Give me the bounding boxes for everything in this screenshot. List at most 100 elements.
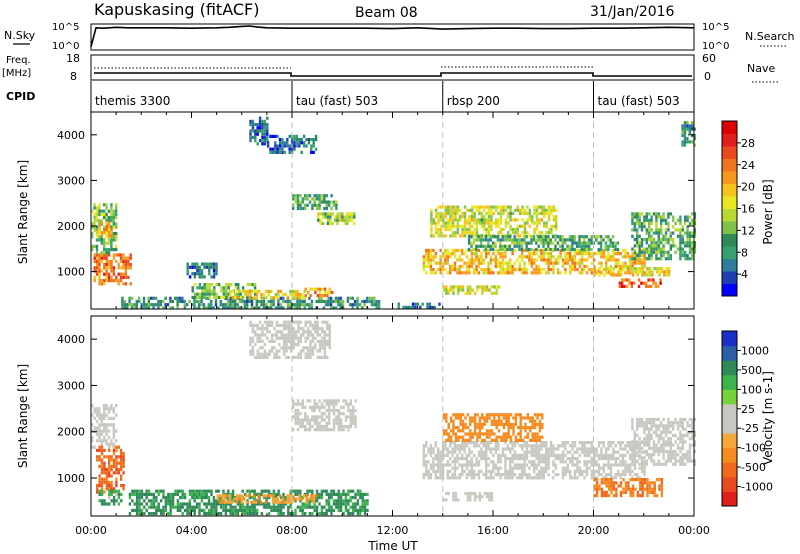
- range-cell: [122, 282, 125, 286]
- range-cell: [466, 291, 470, 295]
- range-cell: [597, 453, 601, 457]
- range-cell: [98, 477, 101, 481]
- range-cell: [681, 130, 684, 134]
- range-cell: [215, 489, 218, 493]
- range-cell: [286, 296, 290, 300]
- range-cell: [352, 415, 355, 419]
- range-cell: [464, 291, 467, 295]
- range-cell: [636, 234, 639, 238]
- range-cell: [429, 271, 433, 275]
- range-cell: [363, 303, 366, 307]
- range-cell: [107, 275, 111, 279]
- range-cell: [550, 208, 553, 212]
- range-cell: [273, 333, 276, 337]
- range-cell: [528, 473, 531, 477]
- range-cell: [272, 296, 275, 300]
- range-cell: [468, 218, 471, 222]
- range-cell: [501, 453, 505, 457]
- range-cell: [289, 489, 292, 493]
- range-cell: [195, 306, 198, 310]
- range-cell: [559, 252, 562, 256]
- range-cell: [313, 200, 316, 204]
- range-cell: [256, 349, 259, 353]
- range-cell: [422, 476, 425, 480]
- range-cell: [681, 140, 684, 144]
- range-cell: [110, 248, 113, 252]
- range-cell: [598, 270, 601, 274]
- range-cell: [588, 255, 591, 259]
- range-cell: [487, 463, 490, 467]
- range-cell: [566, 469, 569, 473]
- range-cell: [475, 460, 478, 464]
- range-cell: [465, 268, 469, 272]
- range-cell: [314, 327, 317, 331]
- range-cell: [270, 323, 274, 327]
- range-cell: [251, 346, 255, 350]
- range-cell: [621, 453, 625, 457]
- range-cell: [607, 447, 610, 451]
- range-cell: [437, 218, 440, 222]
- range-cell: [470, 450, 473, 454]
- range-cell: [461, 419, 465, 423]
- range-cell: [595, 252, 598, 256]
- range-cell: [147, 303, 150, 307]
- range-cell: [645, 212, 648, 216]
- range-cell: [477, 460, 481, 464]
- range-cell: [691, 257, 694, 261]
- range-cell: [91, 225, 94, 229]
- range-cell: [105, 241, 108, 245]
- range-cell: [607, 270, 611, 274]
- range-cell: [306, 415, 309, 419]
- range-cell: [105, 212, 108, 216]
- range-cell: [115, 253, 118, 257]
- range-cell: [344, 492, 348, 496]
- range-cell: [552, 255, 555, 259]
- range-cell: [100, 209, 103, 213]
- range-cell: [253, 512, 256, 516]
- range-cell: [274, 296, 278, 300]
- range-cell: [631, 456, 634, 460]
- range-cell: [631, 221, 634, 226]
- range-cell: [432, 469, 435, 473]
- range-cell: [320, 505, 324, 509]
- range-cell: [516, 268, 519, 272]
- range-cell: [588, 460, 591, 464]
- range-cell: [272, 502, 276, 506]
- range-cell: [540, 444, 543, 448]
- range-cell: [375, 303, 378, 307]
- range-cell: [688, 124, 691, 128]
- range-cell: [249, 349, 252, 353]
- range-cell: [323, 336, 327, 340]
- range-cell: [490, 491, 494, 496]
- range-cell: [464, 491, 467, 496]
- range-cell: [669, 212, 672, 216]
- range-cell: [590, 241, 593, 245]
- range-cell: [337, 492, 340, 496]
- range-cell: [477, 476, 481, 480]
- range-cell: [329, 218, 332, 222]
- range-cell: [683, 140, 687, 144]
- range-cell: [478, 285, 482, 289]
- range-cell: [445, 416, 448, 420]
- range-cell: [255, 512, 259, 516]
- range-cell: [105, 474, 108, 478]
- range-cell: [339, 499, 343, 503]
- range-cell: [345, 218, 349, 222]
- range-cell: [540, 268, 543, 272]
- range-cell: [274, 293, 278, 297]
- range-cell: [318, 206, 321, 211]
- range-cell: [612, 447, 615, 451]
- range-cell: [337, 505, 340, 509]
- range-cell: [590, 469, 593, 473]
- range-cell: [653, 484, 656, 488]
- range-cell: [323, 399, 326, 403]
- range-cell: [453, 255, 457, 259]
- range-cell: [636, 212, 639, 216]
- range-cell: [301, 293, 304, 297]
- range-cell: [258, 346, 262, 350]
- range-cell: [249, 123, 252, 127]
- range-cell: [691, 244, 694, 248]
- range-cell: [105, 275, 108, 279]
- range-cell: [686, 244, 689, 248]
- range-cell: [442, 429, 446, 433]
